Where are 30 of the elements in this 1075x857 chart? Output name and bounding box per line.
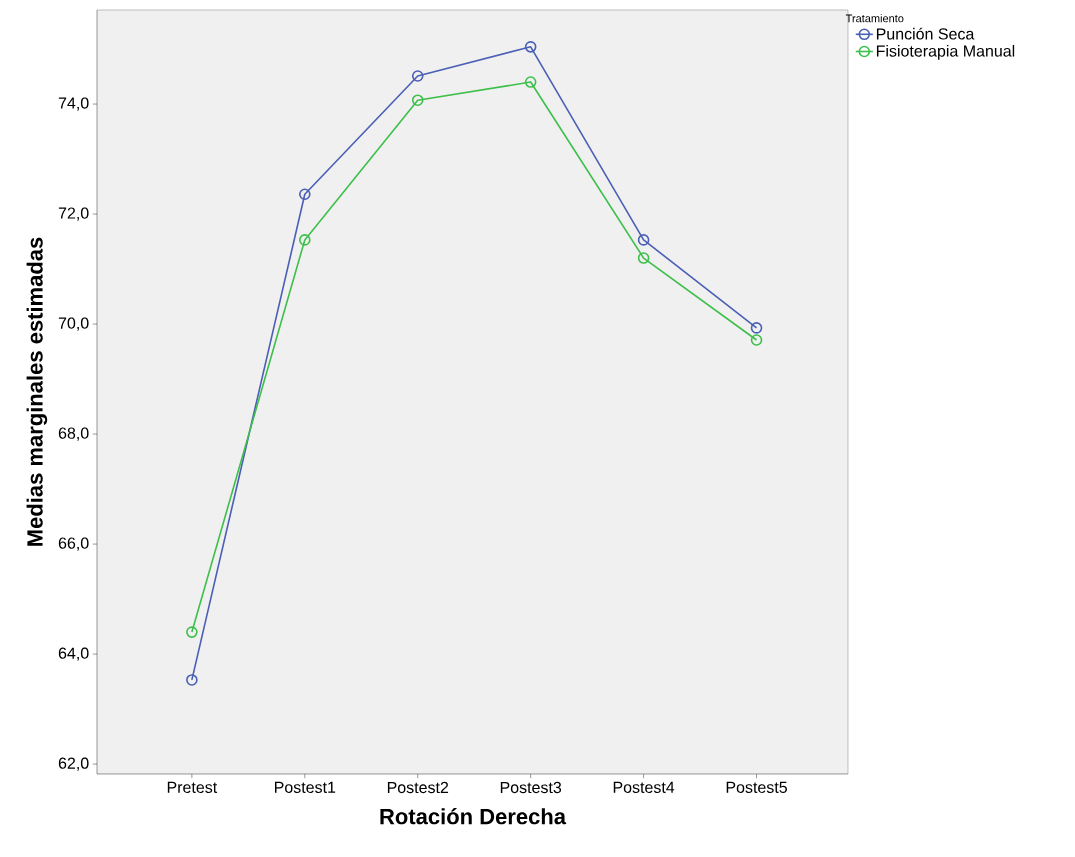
y-tick-label: 72,0 [58,207,89,221]
legend-label: Punción Seca [876,27,975,40]
point [524,76,537,88]
point [524,41,537,53]
point [186,626,198,638]
point [411,94,424,106]
x-tick-label: Postest2 [387,781,449,794]
point [637,252,650,264]
y-tick-label: 70,0 [58,317,89,331]
x-tick-label: Postest1 [274,781,336,793]
x-tick-label: Postest5 [726,781,787,793]
y-tick-label: 68,0 [58,427,89,441]
point [411,70,424,82]
point [186,674,198,686]
point [299,188,311,201]
x-axis-title: Rotación Derecha [380,807,567,825]
x-tick-label: Postest3 [500,781,562,794]
y-tick-label: 62,0 [58,757,89,771]
x-tick-label: Postest4 [613,781,675,793]
y-axis-title: Medias marginales estimadas [26,237,48,546]
point [750,334,763,346]
point [299,234,311,246]
point [750,322,763,334]
legend-label: Fisioterapia Manual [876,44,1015,60]
y-tick-label: 64,0 [58,647,89,661]
y-tick-label: 66,0 [58,537,89,551]
point [637,234,650,246]
legend-title: Tratamiento [845,14,904,23]
y-tick-label: 74,0 [58,97,89,111]
x-tick-label: Pretest [167,781,218,793]
